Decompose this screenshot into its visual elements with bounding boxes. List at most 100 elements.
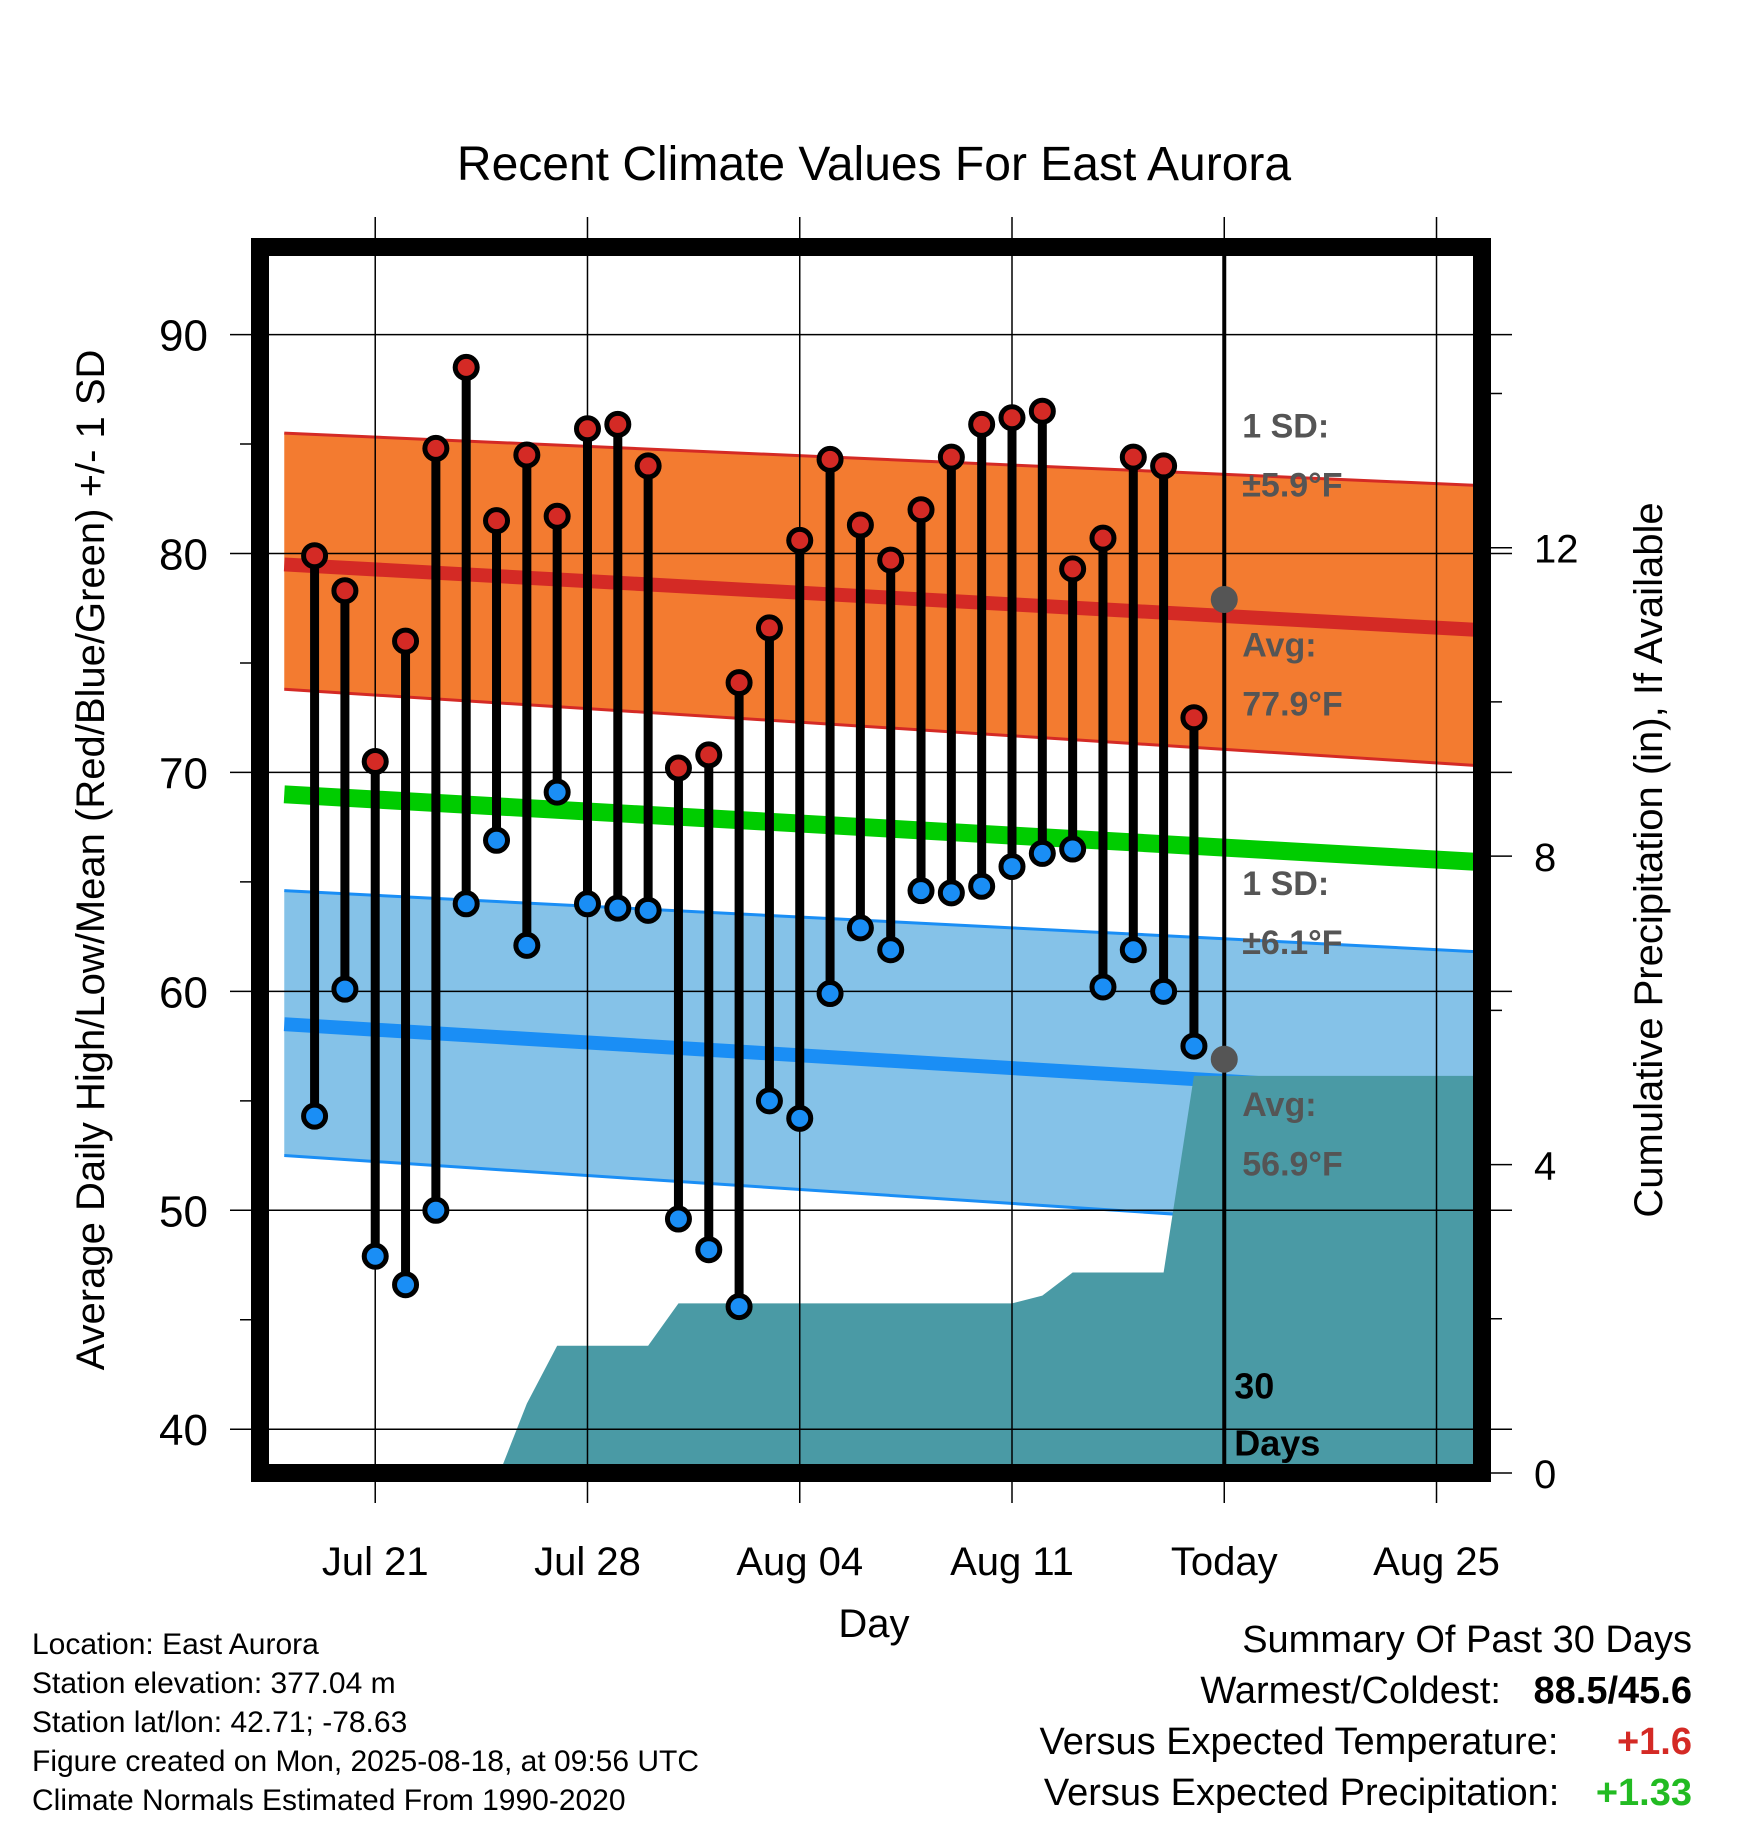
low-marker: [998, 853, 1026, 881]
low-marker: [1150, 977, 1178, 1005]
y2-tick-label: 4: [1534, 1145, 1556, 1189]
y2-tick-label: 0: [1534, 1453, 1556, 1497]
high-marker: [786, 526, 814, 554]
high-marker: [968, 410, 996, 438]
low-marker: [543, 778, 571, 806]
high-marker: [392, 627, 420, 655]
low-marker: [1089, 973, 1117, 1001]
high-marker: [452, 353, 480, 381]
low-marker: [968, 872, 996, 900]
high-sd-label: 1 SD:: [1242, 407, 1329, 445]
chart-title: Recent Climate Values For East Aurora: [457, 138, 1291, 191]
plot-frame: [251, 238, 1491, 1482]
warm-cold-label: Warmest/Coldest:: [1200, 1670, 1501, 1712]
high-marker: [1059, 555, 1087, 583]
y2-tick-label: 12: [1534, 528, 1579, 572]
temp-value: +1.6: [1616, 1721, 1692, 1763]
y-tick-label: 60: [159, 968, 208, 1017]
high-marker: [1119, 443, 1147, 471]
y-tick-label: 70: [159, 749, 208, 798]
precip-area: [499, 1075, 1482, 1473]
low-marker: [816, 980, 844, 1008]
low-marker: [1028, 839, 1056, 867]
low-marker: [392, 1271, 420, 1299]
x-tick-label: Jul 28: [534, 1540, 641, 1584]
high-marker: [695, 741, 723, 769]
summary-panel: Summary Of Past 30 Days Warmest/Coldest:…: [1039, 1615, 1692, 1819]
today-low-avg-marker: [1210, 1045, 1238, 1073]
window-label-number: 30: [1234, 1366, 1274, 1407]
high-marker: [634, 452, 662, 480]
y2-tick-label: 8: [1534, 836, 1556, 880]
x-tick-label: Jul 21: [322, 1540, 429, 1584]
low-marker: [755, 1087, 783, 1115]
y-tick-label: 50: [159, 1187, 208, 1236]
high-marker: [422, 434, 450, 462]
low-marker: [907, 877, 935, 905]
low-marker: [786, 1104, 814, 1132]
low-avg-value: 56.9°F: [1242, 1145, 1343, 1183]
low-marker: [422, 1196, 450, 1224]
elevation-text: Station elevation: 377.04 m: [32, 1667, 396, 1700]
high-sd-lower-line: [284, 687, 1482, 768]
high-normal-line: [283, 557, 1482, 638]
high-marker: [543, 502, 571, 530]
high-marker: [1028, 397, 1056, 425]
high-avg-value: 77.9°F: [1242, 686, 1343, 724]
station-metadata: Location: East Aurora Station elevation:…: [32, 1625, 699, 1820]
low-marker: [513, 931, 541, 959]
low-marker: [664, 1205, 692, 1233]
low-marker: [1059, 835, 1087, 863]
mean-normal-line: [283, 785, 1482, 872]
low-marker: [937, 879, 965, 907]
low-marker: [483, 826, 511, 854]
window-label-unit: Days: [1234, 1422, 1320, 1463]
high-marker: [604, 410, 632, 438]
low-marker: [1180, 1032, 1208, 1060]
low-marker: [1119, 936, 1147, 964]
y-tick-label: 40: [159, 1406, 208, 1455]
location-text: Location: East Aurora: [32, 1628, 319, 1661]
high-marker: [755, 614, 783, 642]
high-marker: [664, 754, 692, 782]
x-tick-label: Today: [1171, 1540, 1278, 1584]
x-tick-label: Aug 04: [736, 1540, 863, 1584]
high-marker: [483, 507, 511, 535]
low-sd-upper-line: [284, 889, 1482, 954]
low-marker: [695, 1236, 723, 1264]
low-marker: [452, 890, 480, 918]
low-marker: [846, 914, 874, 942]
high-marker: [513, 441, 541, 469]
latlon-text: Station lat/lon: 42.71; -78.63: [32, 1706, 408, 1739]
low-marker: [573, 890, 601, 918]
precip-value: +1.33: [1595, 1772, 1692, 1814]
created-text: Figure created on Mon, 2025-08-18, at 09…: [32, 1745, 700, 1778]
x-tick-label: Aug 11: [950, 1540, 1074, 1584]
today-high-avg-marker: [1210, 585, 1238, 613]
high-marker: [1150, 452, 1178, 480]
high-marker: [816, 445, 844, 473]
low-marker: [331, 975, 359, 1003]
high-marker: [937, 443, 965, 471]
high-sd-upper-line: [284, 431, 1482, 488]
low-marker: [634, 896, 662, 924]
warm-cold-value: 88.5/45.6: [1533, 1670, 1692, 1712]
high-marker: [725, 669, 753, 697]
x-tick-label: Aug 25: [1373, 1540, 1500, 1584]
low-marker: [604, 894, 632, 922]
y2-axis-title: Cumulative Precipitation (in), If Availa…: [1627, 502, 1671, 1217]
high-marker: [846, 511, 874, 539]
y-axis-title: Average Daily High/Low/Mean (Red/Blue/Gr…: [69, 350, 113, 1371]
high-marker: [877, 546, 905, 574]
low-sd-label: 1 SD:: [1242, 865, 1329, 903]
high-marker: [1180, 704, 1208, 732]
x-axis-title: Day: [838, 1602, 909, 1646]
normals-text: Climate Normals Estimated From 1990-2020: [32, 1784, 626, 1817]
high-marker: [301, 542, 329, 570]
summary-title: Summary Of Past 30 Days: [1242, 1619, 1692, 1661]
high-marker: [573, 415, 601, 443]
precip-row: Versus Expected Precipitation: +1.33: [1039, 1768, 1692, 1819]
high-marker: [331, 577, 359, 605]
low-marker: [301, 1102, 329, 1130]
